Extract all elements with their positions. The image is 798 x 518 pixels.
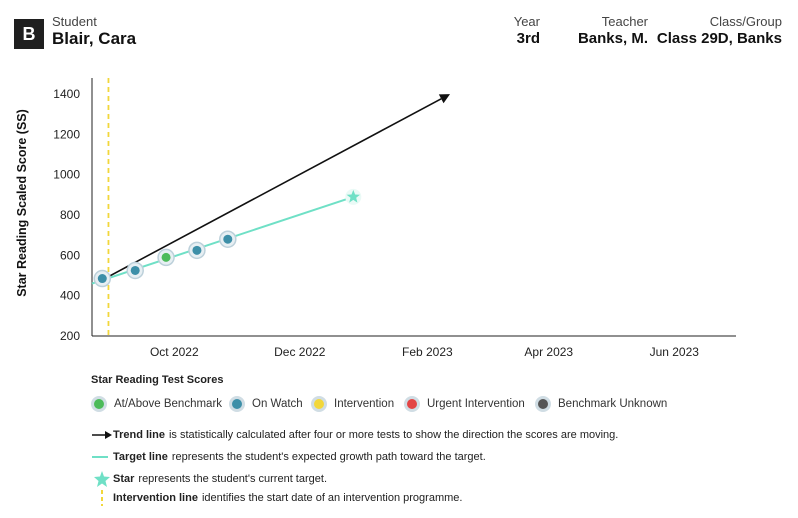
target-star-icon (346, 189, 360, 203)
x-tick-label: Jun 2023 (650, 345, 700, 359)
report-header: B Student Blair, Cara Year 3rd Teacher B… (0, 0, 798, 50)
trend-arrowhead (438, 94, 451, 104)
legend-label: Intervention (334, 398, 395, 410)
teacher-label: Teacher (601, 14, 648, 29)
y-tick-label: 600 (60, 248, 80, 262)
legend-label: Urgent Intervention (427, 398, 525, 410)
intervention-note-bold: Intervention line (113, 492, 198, 504)
class-value: Class 29D, Banks (656, 30, 782, 47)
y-axis-title: Star Reading Scaled Score (SS) (15, 109, 29, 297)
intervention-note: Intervention line identifies the start d… (91, 490, 462, 506)
year-value: 3rd (516, 30, 540, 47)
chart-marks (91, 78, 451, 336)
y-tick-label: 1000 (53, 168, 80, 182)
score-point (223, 234, 233, 244)
legend-label: Benchmark Unknown (558, 398, 668, 410)
star-note-bold: Star (113, 473, 135, 485)
score-point (97, 274, 107, 284)
legend-dot-icon (91, 396, 107, 412)
legend-item: Urgent Intervention (404, 396, 525, 412)
intervention-note-text: identifies the start date of an interven… (201, 492, 463, 504)
y-tick-label: 1200 (53, 127, 80, 141)
legend-dot-icon (535, 396, 551, 412)
trend-arrow-icon (91, 431, 113, 439)
intervention-line-icon (91, 490, 113, 506)
year-label: Year (513, 14, 540, 29)
student-label: Student (52, 14, 97, 29)
report-badge: B (14, 19, 44, 49)
y-tick-label: 200 (60, 329, 80, 343)
score-point (161, 252, 171, 262)
legend-item: Intervention (311, 396, 394, 412)
trend-note-text: is statistically calculated after four o… (168, 429, 619, 441)
score-chart: Star Reading Scaled Score (SS) 200 400 600… (15, 78, 736, 359)
student-name: Blair, Cara (52, 29, 137, 48)
legend-item: On Watch (229, 396, 303, 412)
legend-label: On Watch (252, 398, 303, 410)
y-tick-label: 400 (60, 289, 80, 303)
x-tick-label: Apr 2023 (524, 345, 573, 359)
y-axis-title-group: Star Reading Scaled Score (SS) (15, 109, 29, 297)
target-note-text: represents the student's expected growth… (171, 451, 486, 463)
class-label: Class/Group (709, 14, 782, 29)
legend-title: Star Reading Test Scores (91, 374, 224, 386)
target-note: Target line represents the student's exp… (91, 451, 486, 463)
legend-item: At/Above Benchmark (91, 396, 222, 412)
legend-item: Benchmark Unknown (535, 396, 667, 412)
x-tick-label: Feb 2023 (402, 345, 453, 359)
axes: 200 400 600 800 1000 1200 1400 Oct 2022 Dec 2022… (53, 78, 736, 359)
star-note: Star represents the student's current ta… (91, 471, 327, 487)
x-tick-label: Dec 2022 (274, 345, 326, 359)
legend-dot-icon (229, 396, 245, 412)
score-point (192, 245, 202, 255)
legend-label: At/Above Benchmark (114, 398, 223, 410)
star-note-text: represents the student's current target. (138, 473, 327, 485)
score-point (130, 265, 140, 275)
legend-dot-icon (404, 396, 420, 412)
trend-note-bold: Trend line (113, 429, 165, 441)
legend-dot-icon (311, 396, 327, 412)
y-tick-label: 1400 (53, 87, 80, 101)
target-note-bold: Target line (113, 451, 168, 463)
target-line-icon (91, 453, 113, 461)
trend-line (101, 98, 442, 281)
trend-note: Trend line is statistically calculated a… (91, 429, 618, 441)
star-icon (91, 471, 113, 487)
x-tick-label: Oct 2022 (150, 345, 199, 359)
y-tick-label: 800 (60, 208, 80, 222)
teacher-value: Banks, M. (577, 30, 648, 47)
